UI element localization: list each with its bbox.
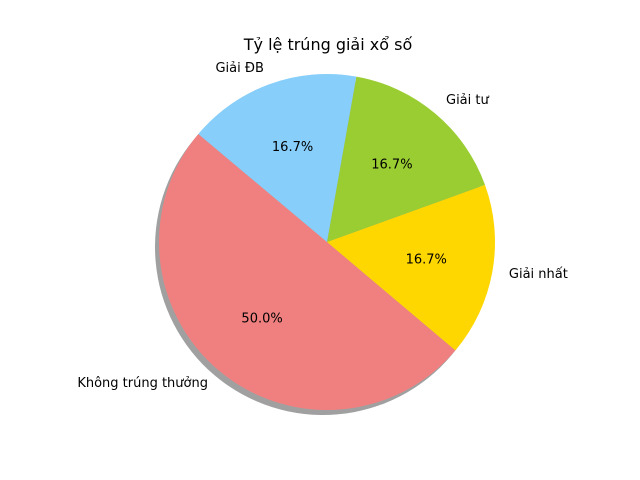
chart-title: Tỷ lệ trúng giải xổ số [243,35,413,54]
slice-label-khong-trung-thuong: Không trúng thưởng [77,376,208,391]
slice-label-giai-db: Giải ĐB [215,61,263,76]
slice-label-giai-tu: Giải tư [446,93,489,108]
slice-percent-khong-trung-thuong: 50.0% [241,312,282,327]
slice-percent-giai-db: 16.7% [272,140,313,155]
pie-slice-giai-tu [327,76,485,242]
pie-labels: Không trúng thưởng 50.0% Giải nhất 16.7% Giả… [77,61,568,391]
pie-slice-giai-nhat [327,184,495,351]
slice-percent-giai-tu: 16.7% [371,157,412,172]
pie-slices [158,74,495,411]
pie-slice-khong-trung-thuong [158,134,456,411]
pie-slice-giai-db [198,74,357,243]
slice-label-giai-nhat: Giải nhất [509,267,568,282]
slice-percent-giai-nhat: 16.7% [406,252,447,267]
